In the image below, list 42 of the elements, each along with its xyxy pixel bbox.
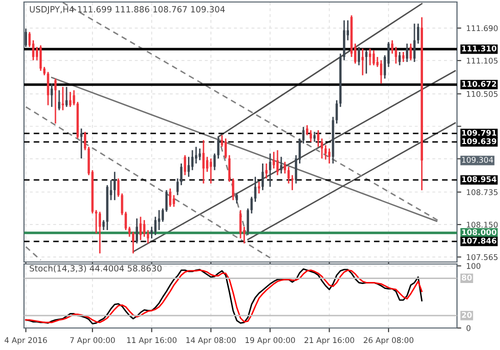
candlestick [98, 211, 102, 254]
candlestick [368, 48, 372, 66]
candlestick [372, 50, 375, 66]
candlestick [114, 171, 116, 201]
candlestick [361, 48, 364, 76]
candlestick [262, 162, 264, 191]
candlestick [169, 188, 172, 208]
candlestick [136, 218, 138, 244]
candlestick [40, 44, 42, 72]
candlestick [258, 181, 260, 194]
candlestick [154, 216, 157, 236]
candlestick [280, 156, 282, 174]
candlestick [143, 219, 146, 238]
chart-title: Stoch(14,3,3) 44.4004 58.8630 [30, 264, 162, 273]
chart-title: USDJPY,H4 111.699 111.886 108.767 109.304 [30, 6, 225, 14]
candlestick [172, 194, 176, 208]
candlestick [194, 146, 198, 164]
candlestick [324, 144, 327, 160]
candlestick [328, 148, 330, 164]
candlestick [50, 82, 53, 108]
candlestick [210, 158, 212, 184]
candlestick [365, 50, 368, 74]
candlestick [117, 178, 120, 198]
candlestick [265, 162, 268, 180]
candlestick [24, 28, 27, 48]
candlestick [132, 231, 134, 254]
candlestick [236, 192, 238, 204]
candlestick [268, 152, 272, 188]
candlestick [410, 42, 412, 61]
candlestick [272, 151, 275, 170]
candlestick [380, 60, 382, 84]
candlestick [198, 148, 201, 161]
candlestick [313, 131, 316, 143]
candlestick [276, 149, 279, 176]
candlestick [158, 209, 160, 231]
candlestick [62, 86, 64, 111]
candlestick [416, 22, 420, 44]
candlestick [398, 51, 401, 66]
candlestick [402, 51, 404, 63]
candlestick [80, 128, 83, 160]
candlestick [69, 91, 72, 108]
candlestick [58, 90, 60, 111]
